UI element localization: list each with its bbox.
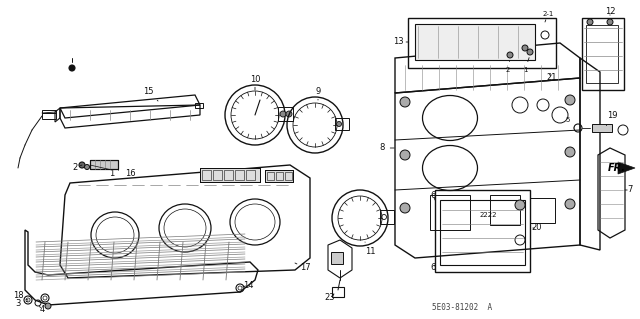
Text: 23: 23: [324, 293, 335, 302]
Text: 2: 2: [72, 164, 82, 173]
Bar: [202, 170, 211, 180]
Text: 6: 6: [430, 190, 436, 200]
Bar: [213, 170, 222, 180]
Bar: [530, 198, 555, 223]
Circle shape: [515, 200, 525, 210]
Text: 15: 15: [143, 86, 158, 101]
Circle shape: [565, 95, 575, 105]
Text: 14: 14: [243, 280, 253, 290]
Bar: [90, 160, 118, 169]
Bar: [42, 113, 56, 119]
Circle shape: [400, 97, 410, 107]
Polygon shape: [618, 162, 635, 174]
Circle shape: [400, 203, 410, 213]
Text: 13: 13: [393, 38, 408, 47]
Text: 1: 1: [523, 58, 529, 73]
Text: 8: 8: [380, 144, 394, 152]
Text: 3: 3: [15, 300, 28, 308]
Circle shape: [565, 147, 575, 157]
Bar: [90, 160, 118, 169]
Circle shape: [286, 111, 292, 117]
Text: 6: 6: [430, 263, 436, 272]
Text: 19: 19: [606, 110, 617, 126]
Bar: [490, 195, 520, 225]
Circle shape: [280, 111, 286, 117]
Text: FR.: FR.: [608, 163, 626, 173]
Circle shape: [507, 52, 513, 58]
Bar: [235, 170, 244, 180]
Bar: [380, 210, 394, 224]
Text: 17: 17: [295, 263, 310, 272]
Text: 2222: 2222: [479, 212, 497, 218]
Text: 1: 1: [109, 168, 115, 177]
Bar: [265, 170, 293, 182]
Bar: [335, 118, 349, 130]
Text: 10: 10: [250, 76, 260, 90]
Bar: [276, 172, 283, 180]
Bar: [200, 168, 260, 182]
Text: 11: 11: [365, 242, 375, 256]
Text: 5E03-81202  A: 5E03-81202 A: [432, 303, 492, 313]
Circle shape: [565, 199, 575, 209]
Bar: [415, 24, 535, 60]
Bar: [278, 107, 293, 121]
Bar: [408, 18, 556, 68]
Bar: [224, 170, 233, 180]
Circle shape: [522, 45, 528, 51]
Text: 21: 21: [547, 73, 557, 83]
Bar: [42, 110, 56, 113]
Text: 16: 16: [125, 168, 135, 177]
Bar: [200, 168, 260, 182]
Text: 20: 20: [532, 224, 542, 233]
Text: 18: 18: [13, 292, 28, 300]
Circle shape: [79, 162, 85, 168]
Circle shape: [337, 122, 342, 127]
Bar: [285, 172, 292, 180]
Text: 7: 7: [625, 186, 633, 195]
Circle shape: [69, 65, 75, 71]
Bar: [582, 18, 624, 90]
Circle shape: [400, 150, 410, 160]
Bar: [195, 103, 203, 108]
Text: 2: 2: [506, 61, 510, 73]
Bar: [435, 190, 530, 272]
Bar: [332, 287, 344, 297]
Bar: [267, 172, 274, 180]
Text: 5: 5: [566, 117, 574, 128]
Text: 2-1: 2-1: [542, 11, 554, 22]
Bar: [265, 170, 293, 182]
Text: 12: 12: [605, 8, 615, 17]
Bar: [430, 195, 470, 230]
Circle shape: [607, 19, 613, 25]
Text: 4: 4: [40, 306, 45, 315]
Bar: [246, 170, 255, 180]
Circle shape: [527, 49, 533, 55]
Circle shape: [587, 19, 593, 25]
Text: 9: 9: [316, 87, 321, 100]
Bar: [331, 252, 343, 264]
Bar: [586, 25, 618, 83]
Circle shape: [84, 165, 90, 169]
Bar: [592, 124, 612, 132]
Circle shape: [45, 303, 51, 309]
